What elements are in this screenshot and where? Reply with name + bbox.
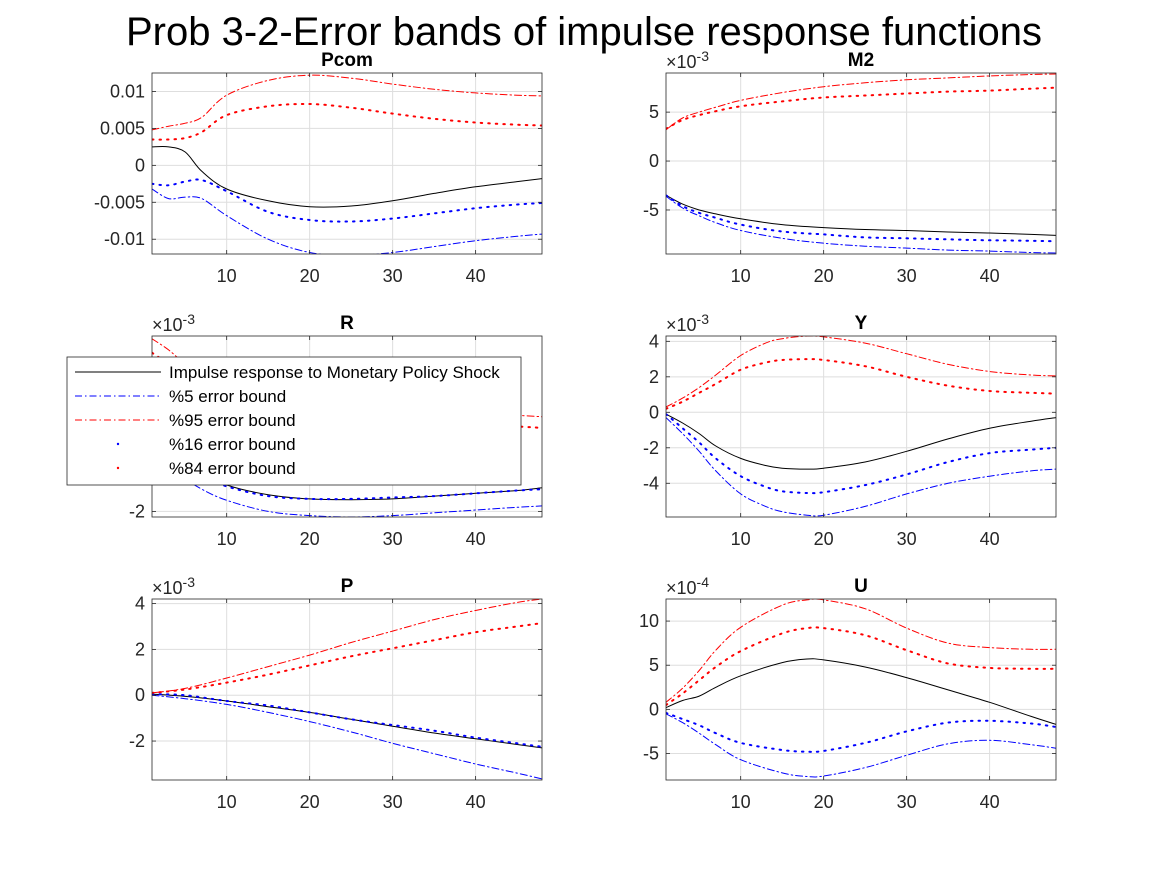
y-exponent-label: ×10-3 — [152, 311, 195, 335]
figure-title: Prob 3-2-Error bands of impulse response… — [126, 10, 1042, 54]
x-tick-label: 30 — [897, 792, 917, 812]
x-tick-label: 20 — [814, 266, 834, 286]
y-tick-label: 0 — [135, 155, 145, 175]
y-tick-label: -0.01 — [104, 229, 145, 249]
y-tick-label: -5 — [643, 200, 659, 220]
x-tick-label: 10 — [731, 792, 751, 812]
x-tick-label: 40 — [980, 266, 1000, 286]
x-tick-label: 30 — [383, 529, 403, 549]
legend-label: %84 error bound — [169, 459, 296, 478]
x-tick-label: 30 — [897, 266, 917, 286]
x-tick-label: 20 — [814, 792, 834, 812]
y-tick-label: 2 — [135, 639, 145, 659]
x-tick-label: 30 — [383, 266, 403, 286]
y-tick-label: 0 — [649, 699, 659, 719]
x-tick-label: 10 — [217, 266, 237, 286]
subplot-title: Y — [855, 313, 868, 334]
x-tick-label: 20 — [300, 266, 320, 286]
x-tick-label: 40 — [466, 266, 486, 286]
x-tick-label: 40 — [466, 792, 486, 812]
subplot-m2: 10 20 30 40 -5 0 5 ×10-3 M2 — [643, 48, 1056, 286]
y-tick-label: -0.005 — [94, 192, 145, 212]
y-tick-label: 5 — [649, 655, 659, 675]
subplot-title: M2 — [848, 50, 874, 71]
y-tick-label: -4 — [643, 473, 659, 493]
y-tick-label: 0.005 — [100, 118, 145, 138]
x-tick-label: 10 — [731, 266, 751, 286]
y-tick-label: 0 — [135, 685, 145, 705]
subplot-p: 10 20 30 40 -2 0 2 4 ×10-3 P — [129, 574, 542, 812]
y-tick-label: 0 — [649, 402, 659, 422]
legend: Impulse response to Monetary Policy Shoc… — [67, 357, 521, 485]
x-tick-label: 30 — [897, 529, 917, 549]
plot-area — [666, 73, 1056, 254]
x-tick-label: 40 — [980, 529, 1000, 549]
subplot-pcom: 10 20 30 40 -0.01 -0.005 0 0.005 0.01 Pcom — [94, 50, 542, 286]
legend-label: %95 error bound — [169, 411, 296, 430]
legend-label: Impulse response to Monetary Policy Shoc… — [169, 363, 500, 382]
x-tick-label: 10 — [217, 529, 237, 549]
y-tick-label: 0.01 — [110, 81, 145, 101]
x-tick-label: 40 — [466, 529, 486, 549]
y-tick-label: 0 — [649, 151, 659, 171]
x-tick-label: 10 — [731, 529, 751, 549]
y-tick-label: -5 — [643, 744, 659, 764]
subplot-u: 10 20 30 40 -5 0 5 10 ×10-4 U — [639, 574, 1056, 812]
plot-area — [152, 599, 542, 780]
legend-swatch — [117, 467, 119, 469]
subplot-title: P — [341, 576, 354, 597]
y-tick-label: -2 — [129, 731, 145, 751]
subplot-title: R — [340, 313, 354, 334]
y-exponent-label: ×10-4 — [666, 574, 709, 598]
y-tick-label: 10 — [639, 611, 659, 631]
x-tick-label: 20 — [300, 529, 320, 549]
x-tick-label: 10 — [217, 792, 237, 812]
x-tick-label: 20 — [814, 529, 834, 549]
x-tick-label: 40 — [980, 792, 1000, 812]
y-tick-label: 5 — [649, 102, 659, 122]
y-exponent-label: ×10-3 — [152, 574, 195, 598]
x-tick-label: 20 — [300, 792, 320, 812]
legend-label: %5 error bound — [169, 387, 286, 406]
plot-area — [666, 599, 1056, 780]
y-tick-label: -2 — [643, 438, 659, 458]
subplot-y: 10 20 30 40 -4 -2 0 2 4 ×10-3 Y — [643, 311, 1056, 549]
y-exponent-label: ×10-3 — [666, 48, 709, 72]
y-tick-label: -2 — [129, 501, 145, 521]
y-tick-label: 2 — [649, 367, 659, 387]
legend-label: %16 error bound — [169, 435, 296, 454]
y-tick-label: 4 — [649, 331, 659, 351]
subplot-title: Pcom — [321, 50, 373, 71]
subplot-title: U — [854, 576, 868, 597]
legend-swatch — [117, 443, 119, 445]
y-exponent-label: ×10-3 — [666, 311, 709, 335]
plot-area — [152, 73, 542, 254]
x-tick-label: 30 — [383, 792, 403, 812]
y-tick-label: 4 — [135, 594, 145, 614]
